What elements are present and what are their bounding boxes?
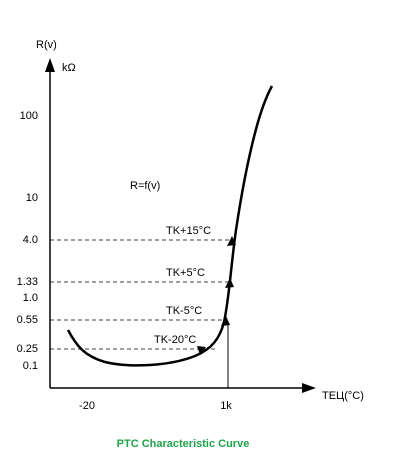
x-label: TEЦ(°C): [322, 390, 364, 402]
caption: PTC Characteristic Curve: [117, 438, 250, 450]
y-tick-label: 0.55: [17, 314, 38, 326]
y-tick-label: 10: [26, 192, 38, 204]
marker-label: TK+5°C: [166, 267, 205, 279]
y-tick-label: 1.0: [23, 292, 38, 304]
marker-label: TK+15°C: [166, 225, 211, 237]
y-tick-label: 100: [20, 110, 38, 122]
y-tick-label: 1.33: [17, 276, 38, 288]
marker-label: TK-5°C: [166, 305, 202, 317]
y-tick-label: 0.1: [23, 360, 38, 372]
function-label: R=f(v): [130, 180, 160, 192]
x-arrow: [302, 383, 316, 393]
curve-arrow: [197, 346, 206, 355]
curve: [66, 85, 274, 367]
x-tick-label: -20: [79, 400, 95, 412]
y-unit: kΩ: [62, 62, 76, 74]
x-tick-label: 1k: [220, 400, 232, 412]
y-tick-label: 4.0: [23, 234, 38, 246]
y-tick-label: 0.25: [17, 343, 38, 355]
curve-arrow: [225, 278, 234, 288]
curve-arrow: [227, 236, 236, 246]
y-label: R(v): [36, 39, 57, 51]
y-arrow: [45, 58, 55, 72]
curve-arrow: [221, 316, 230, 326]
marker-label: TK-20°C: [154, 334, 196, 346]
